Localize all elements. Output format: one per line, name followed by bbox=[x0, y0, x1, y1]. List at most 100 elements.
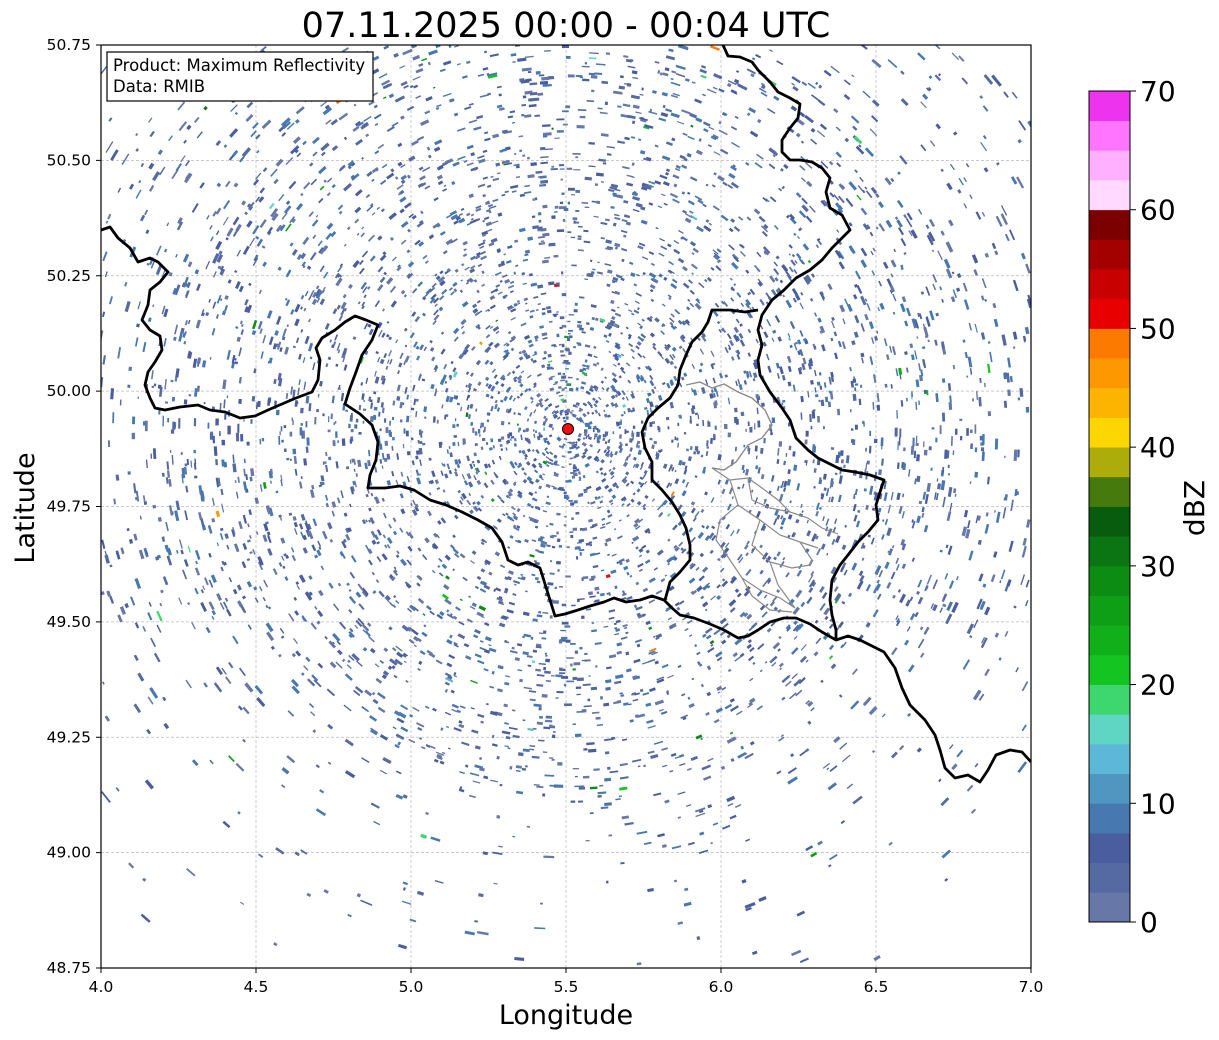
echo-bin bbox=[682, 282, 690, 289]
echo-bin bbox=[507, 546, 511, 549]
echo-bin bbox=[519, 392, 524, 397]
echo-bin bbox=[295, 581, 300, 586]
echo-bin bbox=[293, 521, 298, 528]
echo-bin bbox=[726, 333, 732, 339]
echo-bin bbox=[621, 258, 625, 262]
echo-bin bbox=[667, 562, 671, 566]
echo-bin bbox=[865, 463, 868, 471]
echo-bin bbox=[411, 45, 417, 49]
echo-bin bbox=[813, 468, 817, 473]
echo-bin bbox=[711, 363, 714, 366]
echo-bin bbox=[810, 571, 815, 576]
echo-bin bbox=[631, 162, 635, 166]
echo-bin bbox=[536, 435, 541, 441]
echo-bin bbox=[632, 195, 641, 201]
echo-bin bbox=[351, 162, 356, 167]
echo-bin bbox=[487, 309, 491, 312]
echo-bin bbox=[642, 503, 647, 508]
echo-bin bbox=[517, 302, 521, 305]
echo-bin bbox=[805, 460, 808, 466]
echo-bin bbox=[426, 649, 434, 656]
echo-bin bbox=[183, 559, 189, 567]
echo-bin bbox=[255, 531, 259, 535]
echo-bin bbox=[377, 706, 386, 713]
echo-bin bbox=[506, 304, 514, 311]
echo-bin bbox=[636, 341, 642, 346]
echo-bin bbox=[720, 765, 726, 770]
echo-bin bbox=[190, 460, 193, 468]
echo-bin bbox=[756, 705, 763, 711]
echo-bin bbox=[632, 104, 640, 110]
echo-bin bbox=[480, 446, 484, 451]
echo-bin bbox=[294, 851, 300, 857]
echo-bin bbox=[939, 607, 944, 614]
echo-bin bbox=[945, 544, 949, 549]
echo-bin bbox=[811, 410, 816, 419]
echo-bin bbox=[625, 471, 630, 476]
echo-bin bbox=[589, 595, 596, 598]
echo-bin bbox=[662, 463, 668, 469]
echo-bin bbox=[631, 70, 638, 75]
echo-bin bbox=[736, 335, 740, 339]
echo-bin bbox=[509, 460, 515, 467]
echo-bin bbox=[411, 460, 415, 466]
echo-bin bbox=[922, 359, 927, 369]
echo-bin bbox=[542, 204, 548, 209]
echo-bin bbox=[926, 482, 931, 492]
echo-bin bbox=[678, 541, 684, 547]
echo-bin bbox=[774, 509, 779, 516]
echo-bin bbox=[744, 468, 750, 476]
echo-bin bbox=[352, 480, 357, 486]
echo-bin bbox=[139, 516, 142, 520]
echo-bin bbox=[208, 552, 212, 558]
echo-bin bbox=[800, 644, 807, 651]
echo-bin bbox=[679, 762, 686, 767]
echo-bin bbox=[353, 459, 356, 465]
echo-bin bbox=[366, 170, 373, 177]
echo-bin bbox=[670, 112, 680, 119]
echo-bin bbox=[487, 204, 494, 208]
echo-bin bbox=[451, 708, 458, 713]
echo-bin bbox=[474, 920, 479, 923]
echo-bin bbox=[643, 379, 647, 384]
echo-bin bbox=[221, 667, 227, 675]
echo-bin bbox=[266, 226, 274, 235]
echo-bin bbox=[715, 707, 724, 714]
echo-bin bbox=[348, 609, 353, 614]
echo-bin bbox=[390, 168, 395, 173]
echo-bin bbox=[157, 516, 162, 522]
echo-bin bbox=[235, 326, 239, 330]
echo-bin bbox=[391, 121, 399, 127]
echo-bin bbox=[993, 318, 999, 328]
echo-bin bbox=[630, 393, 636, 399]
echo-bin bbox=[612, 363, 617, 367]
echo-bin bbox=[775, 362, 780, 369]
reflectivity-echoes bbox=[101, 45, 1031, 966]
echo-bin bbox=[386, 320, 390, 324]
echo-bin bbox=[402, 653, 408, 658]
echo-bin bbox=[761, 230, 768, 237]
echo-bin bbox=[415, 450, 420, 455]
echo-bin bbox=[147, 612, 153, 621]
echo-bin bbox=[517, 57, 527, 62]
echo-bin bbox=[538, 485, 543, 490]
echo-bin bbox=[419, 219, 424, 225]
echo-bin bbox=[690, 407, 695, 415]
echo-bin bbox=[411, 311, 417, 317]
echo-bin bbox=[135, 189, 142, 199]
echo-bin bbox=[493, 882, 498, 885]
echo-bin bbox=[436, 753, 443, 759]
echo-bin bbox=[180, 549, 184, 555]
echo-bin bbox=[247, 201, 255, 211]
echo-bin bbox=[349, 571, 356, 579]
echo-bin bbox=[812, 444, 816, 453]
echo-bin bbox=[644, 185, 652, 191]
echo-bin bbox=[636, 643, 641, 648]
echo-bin bbox=[657, 70, 661, 74]
echo-bin bbox=[533, 433, 536, 438]
echo-bin bbox=[329, 339, 333, 343]
echo-bin bbox=[466, 455, 471, 462]
echo-bin bbox=[468, 119, 478, 124]
echo-bin bbox=[254, 684, 264, 695]
echo-bin bbox=[692, 247, 699, 254]
